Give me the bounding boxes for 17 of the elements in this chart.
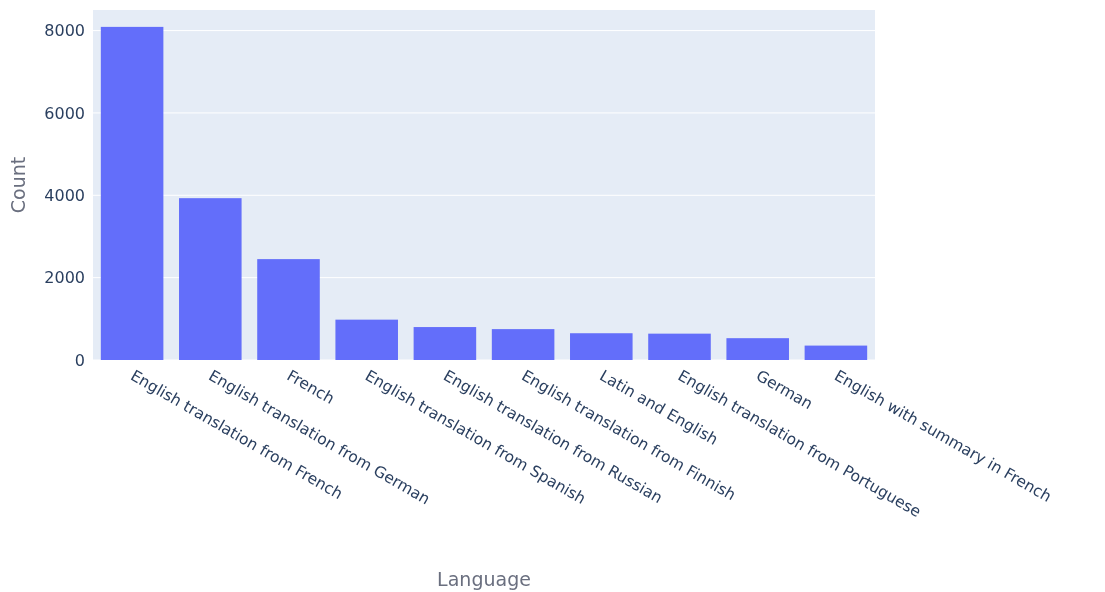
y-tick-label: 2000 [44,268,85,288]
bar [570,333,633,360]
bar [257,259,320,360]
bar [413,327,477,360]
bar [726,338,789,360]
bar [335,319,398,360]
x-axis-title: Language [437,568,531,590]
y-tick-label: 0 [74,350,85,370]
y-tick-label: 6000 [44,103,85,123]
y-axis-title: Count [7,156,29,214]
y-tick-label: 4000 [44,185,85,205]
bar [491,329,555,360]
bar [100,26,164,360]
bar [179,198,242,360]
y-tick-label: 8000 [44,21,85,41]
bar [648,333,711,360]
bar [804,345,868,360]
